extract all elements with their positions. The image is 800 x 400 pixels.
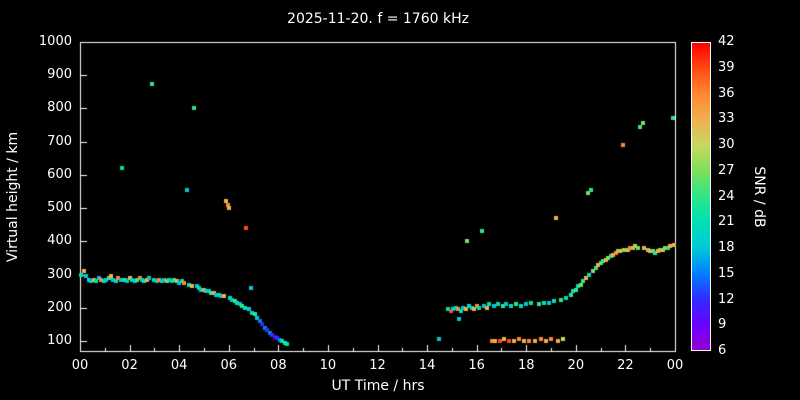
y-tick-label: 700 [47,133,72,149]
x-tick-label: 00 [666,358,684,373]
x-tick-label: 06 [220,358,238,373]
x-tick-label: 08 [270,358,287,373]
colorbar [691,42,711,351]
x-tick-label: 20 [567,358,585,373]
y-tick-label: 500 [47,200,72,216]
x-tick-label: 22 [617,358,634,373]
colorbar-tick-label: 18 [718,240,735,255]
colorbar-tick-label: 21 [718,214,735,230]
colorbar-tick-label: 24 [718,188,735,204]
x-axis-label: UT Time / hrs [331,378,425,394]
colorbar-tick-label: 15 [718,265,735,281]
y-tick-label: 800 [47,100,72,116]
colorbar-tick-label: 39 [718,59,735,75]
x-tick-label: 00 [71,358,89,373]
y-tick-label: 900 [47,67,72,83]
y-tick-label: 100 [47,333,72,349]
colorbar-tick-label: 42 [718,34,735,49]
colorbar-tick-label: 36 [718,85,735,101]
y-tick-label: 300 [47,266,72,282]
y-tick-label: 600 [47,166,72,182]
colorbar-tick-label: 27 [718,162,735,178]
chart-title: 2025-11-20. f = 1760 kHz [287,11,469,27]
x-tick-label: 02 [121,358,138,373]
x-tick-label: 10 [319,358,337,373]
y-tick-label: 1000 [38,34,72,49]
x-tick-label: 04 [170,358,188,373]
x-tick-label: 16 [468,358,485,373]
y-axis-label: Virtual height / km [5,131,21,263]
x-tick-label: 14 [418,358,436,373]
x-tick-label: 12 [369,358,386,373]
colorbar-tick-label: 33 [718,111,735,127]
colorbar-tick-label: 12 [718,291,735,307]
y-tick-label: 200 [47,299,72,315]
y-tick-label: 400 [47,233,72,249]
colorbar-tick-label: 9 [718,317,727,333]
colorbar-label: SNR / dB [751,166,767,228]
colorbar-tick-label: 6 [718,343,727,358]
colorbar-tick-label: 30 [718,137,735,152]
x-tick-label: 18 [517,358,535,373]
